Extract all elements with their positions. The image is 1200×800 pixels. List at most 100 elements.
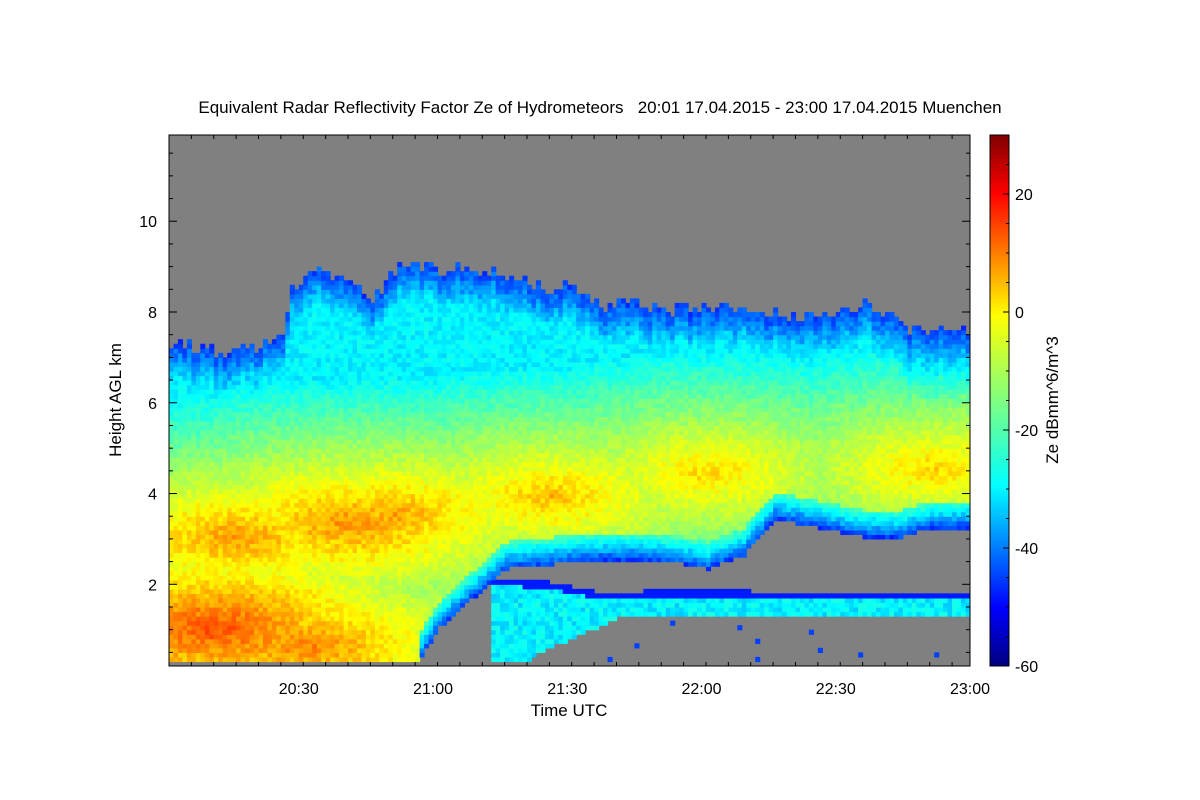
heatmap-cell xyxy=(433,439,439,445)
heatmap-cell xyxy=(294,602,300,608)
heatmap-cell xyxy=(240,588,246,594)
heatmap-cell xyxy=(410,534,416,540)
heatmap-cell xyxy=(298,316,304,322)
heatmap-cell xyxy=(227,579,233,585)
heatmap-cell xyxy=(424,380,430,386)
heatmap-cell xyxy=(406,616,412,622)
heatmap-cell xyxy=(254,584,260,590)
heatmap-cell xyxy=(347,534,354,540)
heatmap-cell xyxy=(415,620,421,626)
heatmap-cell xyxy=(271,466,277,472)
heatmap-cell xyxy=(298,448,304,454)
heatmap-cell xyxy=(410,334,416,340)
heatmap-cell xyxy=(424,398,430,404)
heatmap-cell xyxy=(173,647,179,653)
heatmap-cell xyxy=(437,430,443,436)
heatmap-cell xyxy=(303,352,309,358)
heatmap-cell xyxy=(258,557,264,563)
heatmap-cell xyxy=(258,566,264,572)
heatmap-cell xyxy=(267,516,273,522)
heatmap-cell xyxy=(204,502,210,508)
heatmap-cell xyxy=(200,607,206,613)
heatmap-cell xyxy=(334,280,340,286)
heatmap-cell xyxy=(245,357,251,363)
heatmap-cell xyxy=(428,616,434,622)
heatmap-cell xyxy=(433,597,439,604)
heatmap-cell xyxy=(433,289,439,295)
heatmap-cell xyxy=(209,516,215,522)
heatmap-cell xyxy=(231,507,237,513)
heatmap-cell xyxy=(325,334,331,340)
heatmap-cell xyxy=(249,371,255,377)
heatmap-cell xyxy=(374,448,380,454)
heatmap-cell xyxy=(182,511,188,517)
heatmap-cell xyxy=(441,439,448,445)
heatmap-cell xyxy=(441,470,448,476)
heatmap-cell xyxy=(437,548,443,554)
heatmap-cell xyxy=(392,588,398,594)
heatmap-cell xyxy=(437,557,443,563)
heatmap-cell xyxy=(406,452,412,458)
heatmap-cell xyxy=(267,361,273,368)
heatmap-cell xyxy=(330,289,336,295)
heatmap-cell xyxy=(231,538,237,545)
heatmap-cell xyxy=(227,629,233,635)
heatmap-cell xyxy=(347,511,354,517)
heatmap-cell xyxy=(316,543,322,549)
heatmap-cell xyxy=(356,411,363,417)
heatmap-cell xyxy=(169,588,175,594)
heatmap-cell xyxy=(227,502,233,508)
heatmap-cell xyxy=(276,643,282,649)
heatmap-cell xyxy=(204,638,210,644)
heatmap-cell xyxy=(437,520,443,526)
heatmap-cell xyxy=(213,407,219,413)
heatmap-cell xyxy=(343,557,349,563)
heatmap-cell xyxy=(428,529,434,535)
heatmap-cell xyxy=(334,602,340,608)
heatmap-cell xyxy=(271,425,277,431)
heatmap-cell xyxy=(446,502,452,508)
heatmap-cell xyxy=(227,366,233,372)
heatmap-cell xyxy=(347,607,354,613)
heatmap-cell xyxy=(365,561,371,567)
heatmap-cell xyxy=(258,420,264,427)
heatmap-cell xyxy=(406,461,412,467)
heatmap-cell xyxy=(182,602,188,608)
heatmap-cell xyxy=(406,493,412,499)
heatmap-cell xyxy=(365,507,371,513)
heatmap-cell xyxy=(285,393,291,399)
heatmap-cell xyxy=(289,656,295,663)
heatmap-cell xyxy=(200,498,206,504)
heatmap-cell xyxy=(204,557,210,563)
heatmap-cell xyxy=(437,393,443,399)
heatmap-cell xyxy=(347,316,354,322)
heatmap-cell xyxy=(186,375,192,381)
heatmap-cell xyxy=(195,588,201,594)
heatmap-cell xyxy=(307,448,313,454)
heatmap-cell xyxy=(321,321,327,327)
heatmap-cell xyxy=(271,561,277,567)
heatmap-cell xyxy=(173,420,179,427)
heatmap-cell xyxy=(285,607,291,613)
heatmap-cell xyxy=(169,457,175,463)
heatmap-cell xyxy=(424,638,430,644)
heatmap-cell xyxy=(361,293,367,299)
heatmap-cell xyxy=(245,366,251,372)
heatmap-cell xyxy=(312,312,318,318)
heatmap-cell xyxy=(186,448,192,454)
heatmap-cell xyxy=(401,575,407,581)
heatmap-cell xyxy=(177,380,184,386)
heatmap-cell xyxy=(455,602,461,608)
heatmap-cell xyxy=(218,434,224,440)
heatmap-cell xyxy=(254,629,260,635)
heatmap-cell xyxy=(186,502,192,508)
heatmap-cell xyxy=(343,284,349,290)
heatmap-cell xyxy=(424,584,430,590)
heatmap-cell xyxy=(173,493,179,499)
heatmap-cell xyxy=(222,375,228,381)
heatmap-cell xyxy=(280,638,286,644)
heatmap-cell xyxy=(191,475,197,481)
heatmap-cell xyxy=(397,361,403,368)
heatmap-cell xyxy=(227,557,233,563)
heatmap-cell xyxy=(370,656,376,663)
